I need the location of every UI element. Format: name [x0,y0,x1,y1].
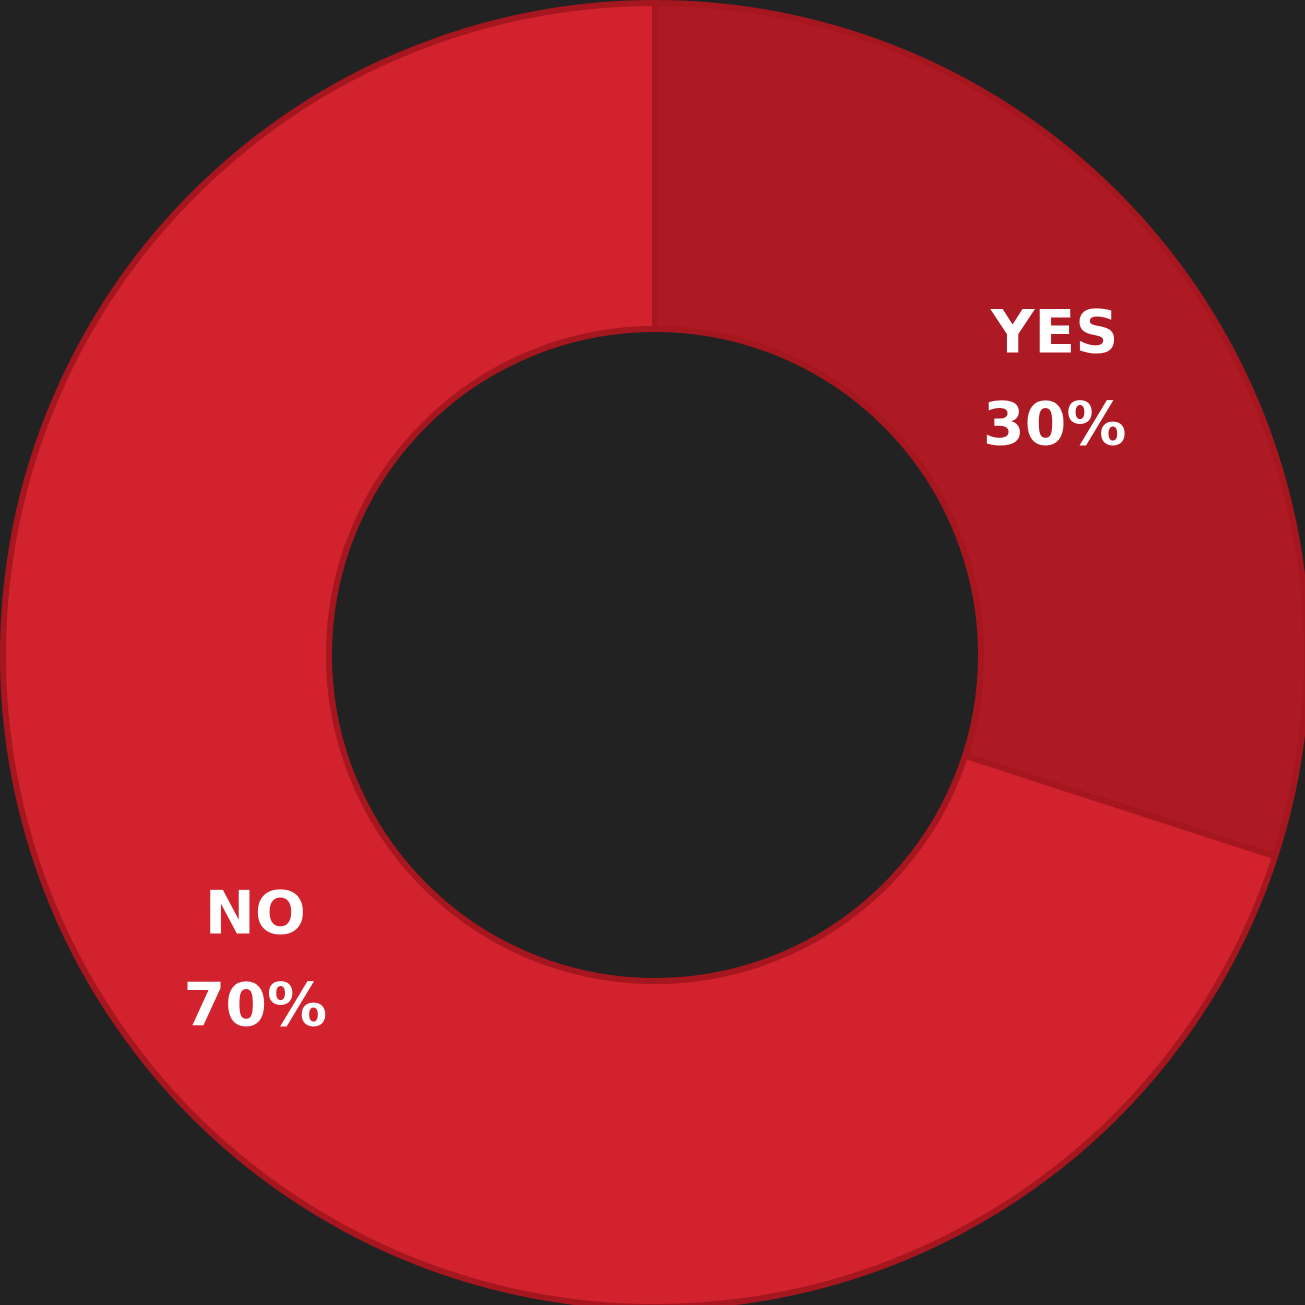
slice-value-label-no: 70% [184,970,328,1040]
labels-group: YES 30% NO 70% [184,298,1127,1041]
slice-value-label-yes: 30% [983,390,1127,460]
slice-category-label-yes: YES [990,298,1119,368]
slice-category-label-no: NO [205,878,306,948]
donut-hole [326,326,984,984]
